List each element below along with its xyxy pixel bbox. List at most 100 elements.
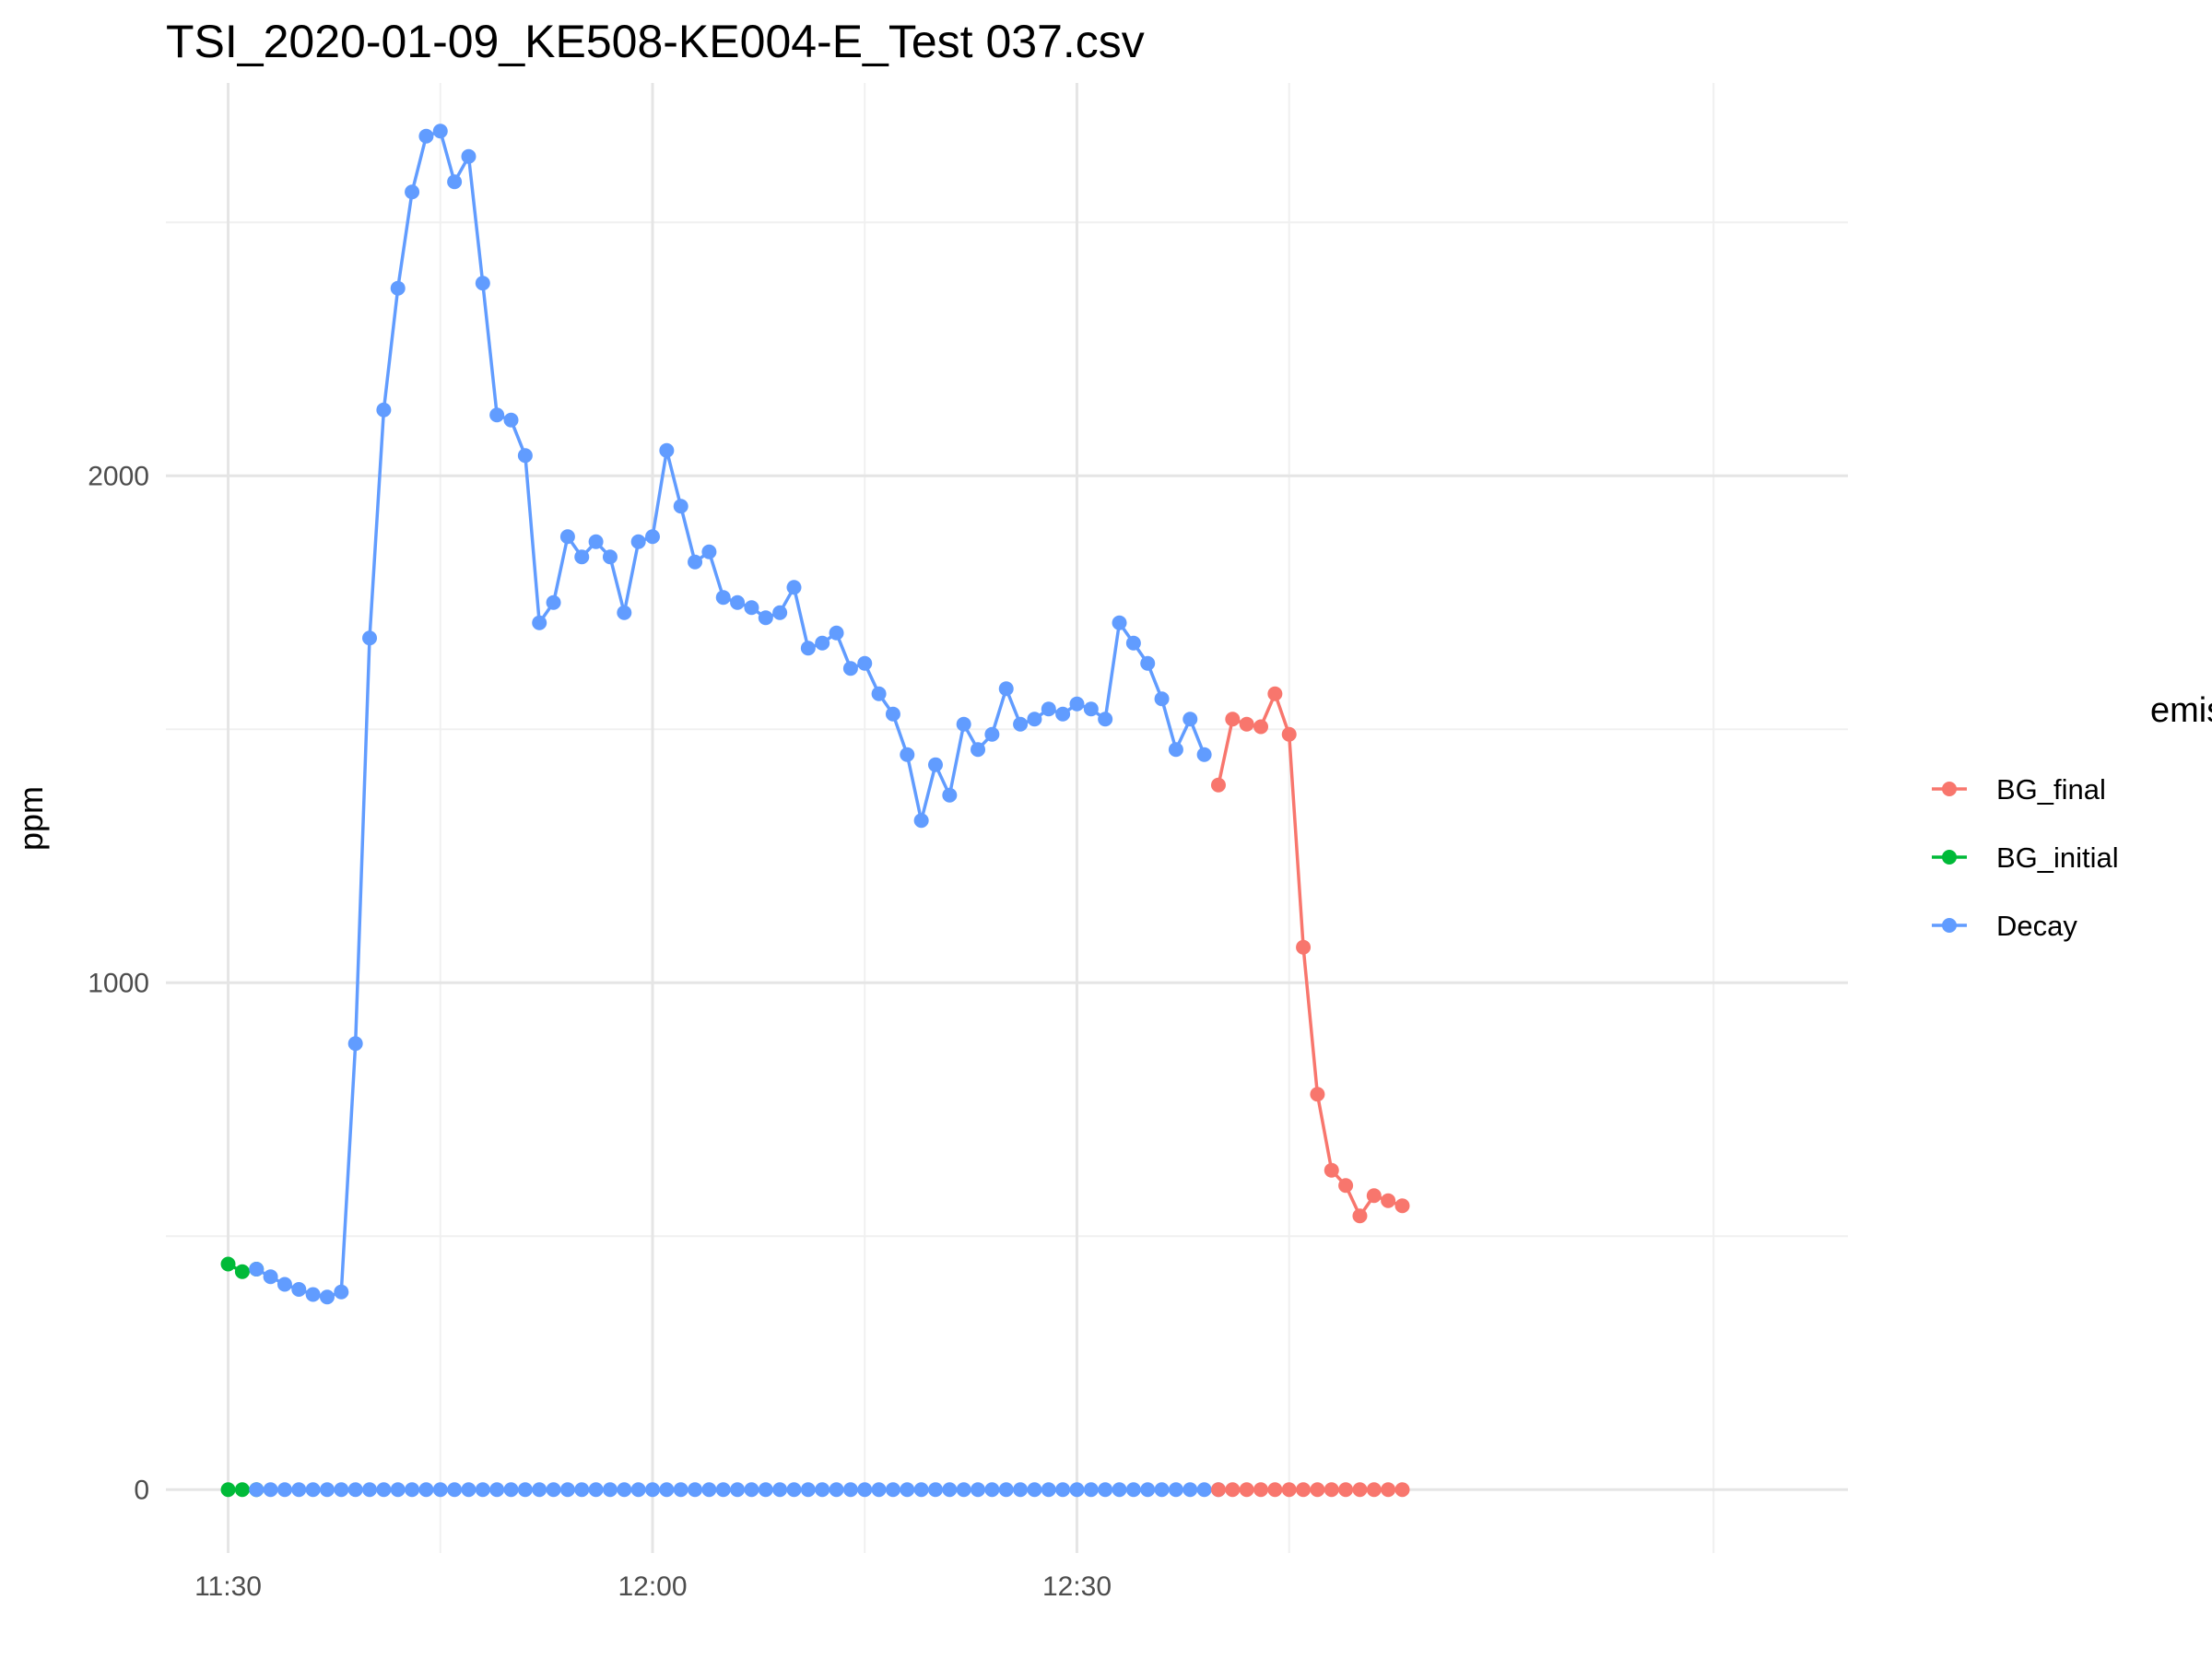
data-point [574,549,590,565]
data-point [829,625,844,641]
legend-label: BG_final [1996,773,2106,806]
zero-point [447,1482,463,1498]
zero-point [645,1482,661,1498]
x-tick-label: 11:30 [194,1571,262,1602]
data-point [475,276,490,291]
zero-point [1168,1482,1183,1498]
legend-label: Decay [1996,910,2077,942]
zero-point [730,1482,746,1498]
zero-point [829,1482,844,1498]
data-point [1394,1198,1410,1214]
legend-key-point [1942,850,1957,865]
data-point [1027,712,1042,727]
zero-point [927,1482,943,1498]
series-bg-final [1210,686,1410,1224]
zero-point [1225,1482,1241,1498]
zero-point [1394,1482,1410,1498]
zero-point [630,1482,646,1498]
zero-point [1013,1482,1029,1498]
data-point [347,1036,363,1052]
data-point [334,1284,349,1300]
data-point [1253,719,1269,735]
data-point [1366,1188,1382,1204]
zero-point [1267,1482,1283,1498]
zero-point [758,1482,773,1498]
zero-point [1125,1482,1141,1498]
data-point [956,716,971,732]
zero-point [405,1482,420,1498]
zero-point [1324,1482,1339,1498]
zero-point [900,1482,915,1498]
data-point [602,549,618,565]
zero-point [1055,1482,1071,1498]
zero-point [418,1482,434,1498]
zero-point [1338,1482,1354,1498]
zero-point [334,1482,349,1498]
zero-point [1210,1482,1226,1498]
data-point [701,544,717,559]
zero-point [857,1482,873,1498]
data-point [432,124,448,139]
series-layer [220,124,1410,1498]
data-point [871,686,887,701]
zero-point [1112,1482,1127,1498]
data-point [1281,726,1297,742]
zero-point [276,1482,292,1498]
zero-point [1027,1482,1042,1498]
data-point [842,661,858,677]
data-point [786,580,802,595]
zero-point [220,1482,236,1498]
series-decay [249,124,1212,1305]
zero-point [1352,1482,1368,1498]
data-point [772,605,788,620]
zero-point [475,1482,490,1498]
x-tick-label: 12:00 [618,1571,687,1602]
zero-point [546,1482,561,1498]
data-point [942,787,958,803]
data-point [984,726,1000,742]
data-point [362,630,378,646]
data-point [390,280,406,296]
zero-point [701,1482,717,1498]
zero-point [715,1482,731,1498]
data-point [405,184,420,200]
chart-title: TSI_2020-01-09_KE508-KE004-E_Test 037.cs… [166,16,1145,67]
data-point [617,605,632,620]
zero-point [263,1482,278,1498]
data-point [1210,777,1226,793]
zero-point [871,1482,887,1498]
zero-point [786,1482,802,1498]
zero-point [461,1482,477,1498]
zero-point [1253,1482,1269,1498]
zero-point [673,1482,688,1498]
zero-point [800,1482,816,1498]
data-point [1352,1208,1368,1224]
data-point [730,594,746,610]
data-point [1324,1162,1339,1178]
zero-point [772,1482,788,1498]
data-point [517,448,533,464]
zero-point [744,1482,759,1498]
data-point [815,635,830,651]
data-point [857,655,873,671]
data-point [546,594,561,610]
legend-item: BG_final [1932,773,2106,806]
zero-point [885,1482,900,1498]
zero-point [942,1482,958,1498]
y-tick-label: 2000 [88,461,149,491]
data-point [885,706,900,722]
legend: emission_tags BG_final BG_initial Decay [1932,691,2212,942]
data-point [1168,742,1183,758]
series-line [1217,692,1404,1218]
data-point [1041,701,1056,717]
grid [166,83,1848,1553]
zero-point [532,1482,547,1498]
data-point [1310,1087,1325,1102]
zero-point [234,1482,250,1498]
zero-point [1154,1482,1170,1498]
data-point [503,412,519,428]
data-point [1239,716,1254,732]
legend-item: BG_initial [1932,841,2119,874]
zero-point [347,1482,363,1498]
